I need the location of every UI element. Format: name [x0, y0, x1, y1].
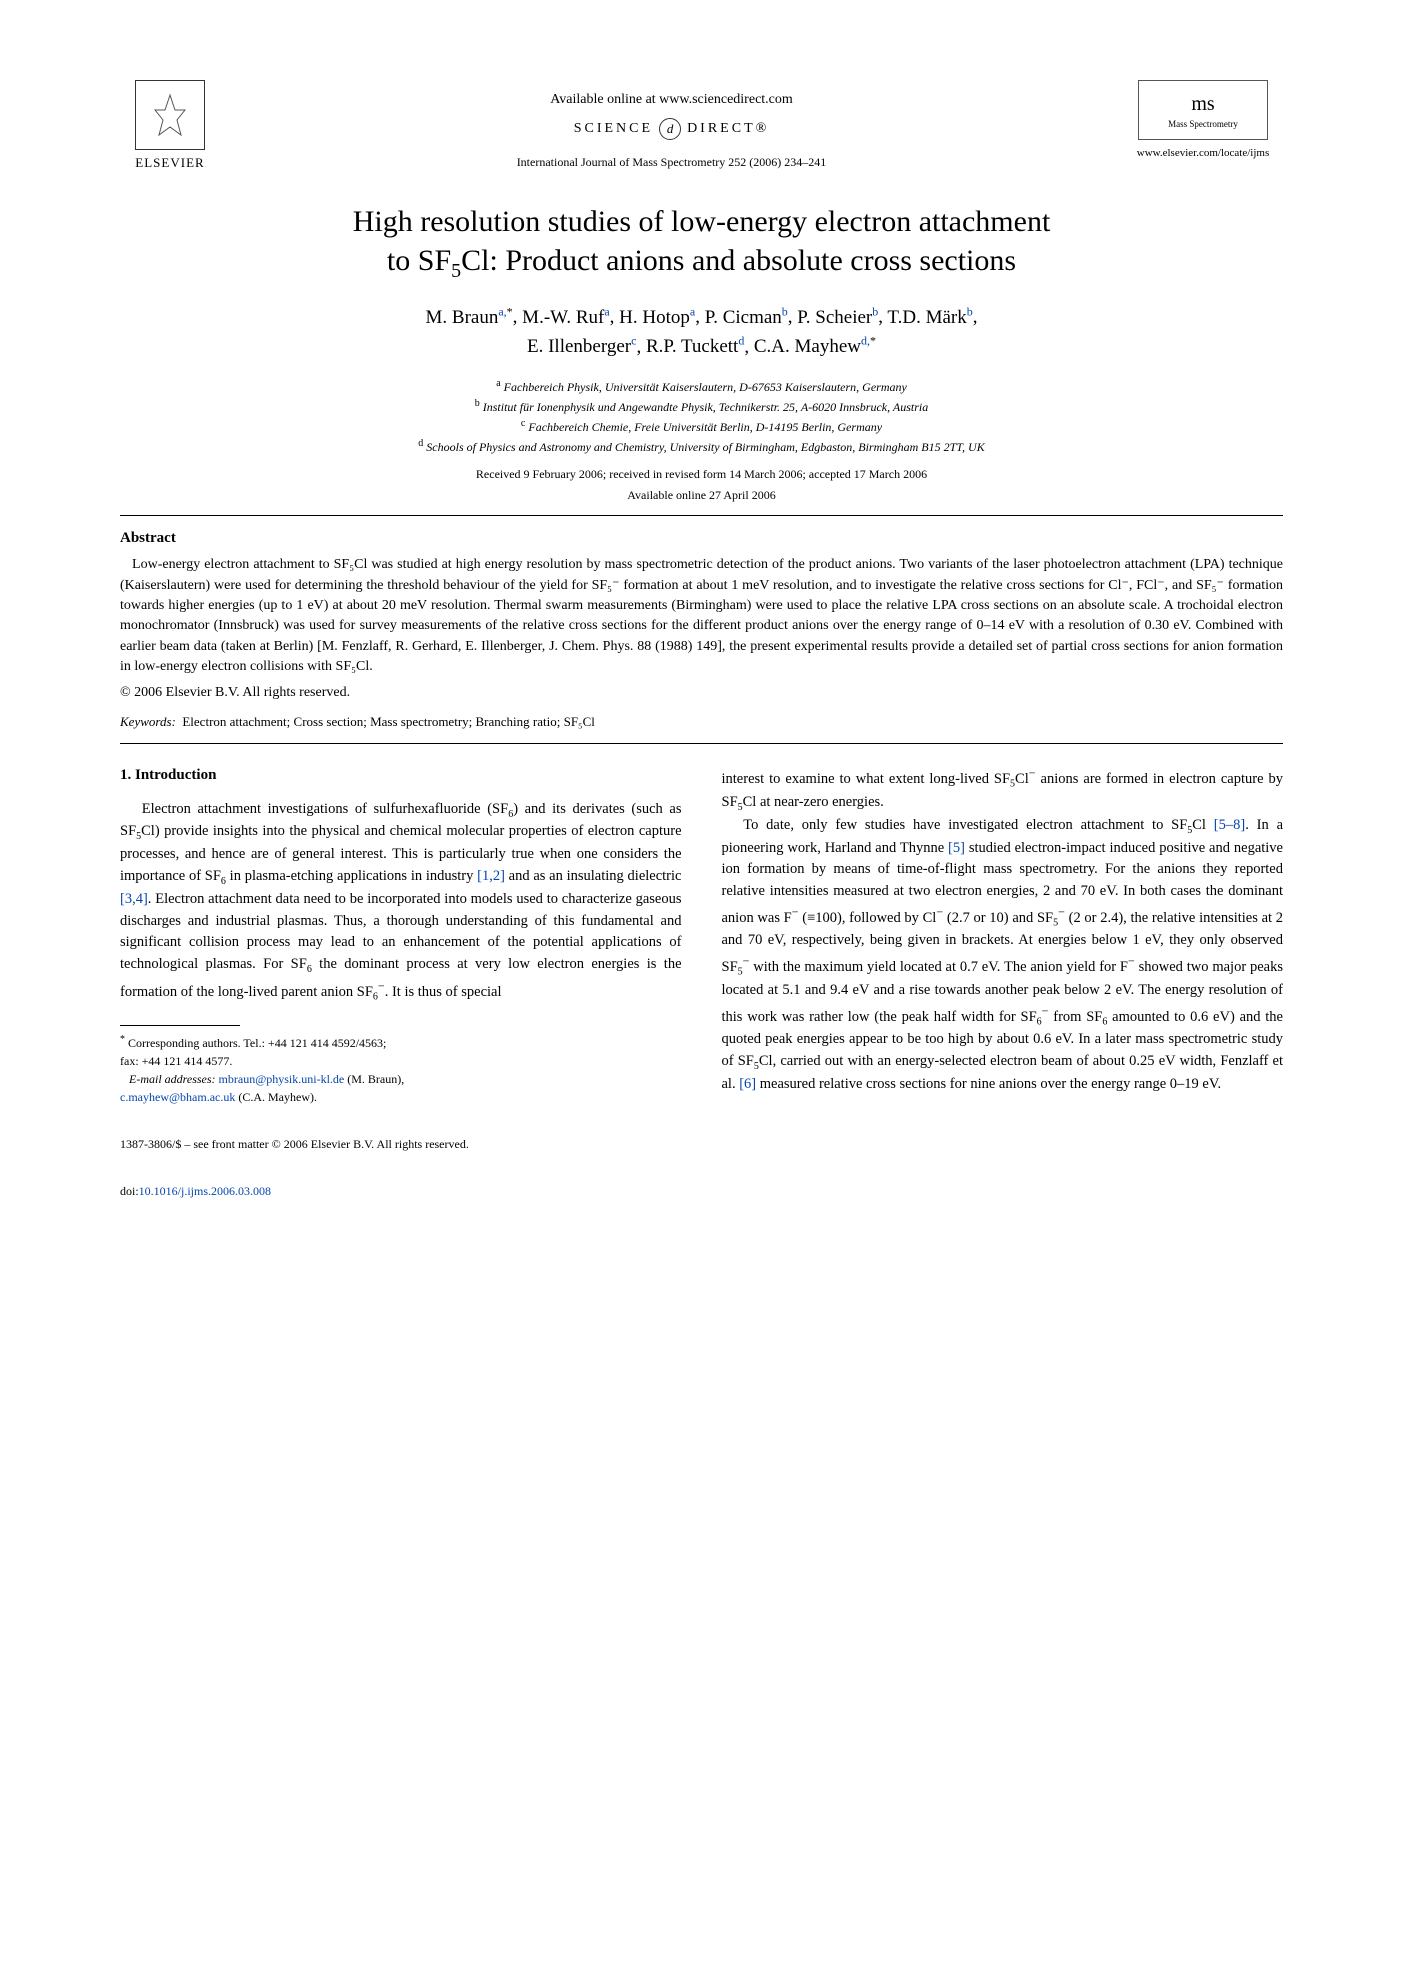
sd-left: SCIENCE: [574, 119, 653, 139]
ref-link[interactable]: [5–8]: [1214, 817, 1245, 833]
footnote-separator: [120, 1025, 240, 1026]
author: P. Scheierb: [797, 307, 878, 328]
title-line2b: Cl: Product anions and absolute cross se…: [461, 244, 1016, 277]
ref-link[interactable]: [5]: [948, 840, 965, 856]
affiliations: a Fachbereich Physik, Universität Kaiser…: [120, 376, 1283, 456]
affiliation-b: b Institut für Ionenphysik und Angewandt…: [120, 396, 1283, 416]
abstract-text: Low-energy electron attachment to SF₅Cl …: [120, 555, 1283, 677]
sd-right: DIRECT®: [687, 119, 769, 139]
publisher-logo-block: ELSEVIER: [120, 80, 220, 172]
corresponding-authors: * Corresponding authors. Tel.: +44 121 4…: [120, 1032, 682, 1052]
ms-logo-big: ms: [1191, 90, 1214, 118]
keywords-label: Keywords:: [120, 714, 176, 729]
right-p1: interest to examine to what extent long-…: [722, 764, 1284, 815]
keywords-line: Keywords: Electron attachment; Cross sec…: [120, 713, 1283, 731]
publisher-name: ELSEVIER: [135, 154, 204, 172]
author: R.P. Tuckettd: [646, 336, 744, 357]
sd-globe-icon: d: [659, 118, 681, 140]
body-columns: 1. Introduction Electron attachment inve…: [120, 764, 1283, 1106]
available-online-date: Available online 27 April 2006: [120, 487, 1283, 504]
affiliation-d: d Schools of Physics and Astronomy and C…: [120, 436, 1283, 456]
ref-link[interactable]: [3,4]: [120, 891, 148, 907]
ms-logo-small: Mass Spectrometry: [1168, 118, 1238, 131]
author: P. Cicmanb: [705, 307, 788, 328]
footnotes: * Corresponding authors. Tel.: +44 121 4…: [120, 1032, 682, 1106]
doi-line: doi:10.1016/j.ijms.2006.03.008: [120, 1183, 1283, 1200]
header-row: ELSEVIER Available online at www.science…: [120, 80, 1283, 172]
ref-link[interactable]: [1,2]: [477, 868, 505, 884]
title-line1: High resolution studies of low-energy el…: [353, 205, 1051, 238]
issn-line: 1387-3806/$ – see front matter © 2006 El…: [120, 1136, 1283, 1153]
email-link[interactable]: c.mayhew@bham.ac.uk: [120, 1090, 235, 1104]
elsevier-tree-icon: [135, 80, 205, 150]
journal-reference: International Journal of Mass Spectromet…: [220, 154, 1123, 171]
fax-line: fax: +44 121 414 4577.: [120, 1052, 682, 1070]
title-sub: 5: [451, 260, 461, 282]
abstract-label: Abstract: [120, 528, 1283, 549]
center-header: Available online at www.sciencedirect.co…: [220, 80, 1123, 170]
email-addresses: E-mail addresses: mbraun@physik.uni-kl.d…: [120, 1070, 682, 1088]
copyright-line: © 2006 Elsevier B.V. All rights reserved…: [120, 683, 1283, 703]
divider: [120, 743, 1283, 744]
email-link[interactable]: mbraun@physik.uni-kl.de: [219, 1072, 345, 1086]
author: H. Hotopa: [619, 307, 695, 328]
ref-link[interactable]: [6]: [739, 1076, 756, 1092]
doi-link[interactable]: 10.1016/j.ijms.2006.03.008: [139, 1184, 271, 1198]
author: M. Brauna,*: [426, 307, 513, 328]
journal-url[interactable]: www.elsevier.com/locate/ijms: [1137, 146, 1269, 161]
right-p2: To date, only few studies have investiga…: [722, 815, 1284, 1096]
affiliation-c: c Fachbereich Chemie, Freie Universität …: [120, 416, 1283, 436]
author: E. Illenbergerc: [527, 336, 636, 357]
divider: [120, 515, 1283, 516]
journal-logo-block: ms Mass Spectrometry www.elsevier.com/lo…: [1123, 80, 1283, 161]
author: C.A. Mayhewd,*: [754, 336, 876, 357]
authors-list: M. Brauna,*, M.-W. Rufa, H. Hotopa, P. C…: [120, 302, 1283, 362]
left-column: 1. Introduction Electron attachment inve…: [120, 764, 682, 1106]
author: M.-W. Rufa: [522, 307, 610, 328]
keywords-text: Electron attachment; Cross section; Mass…: [182, 714, 595, 729]
affiliation-a: a Fachbereich Physik, Universität Kaiser…: [120, 376, 1283, 396]
available-online-text: Available online at www.sciencedirect.co…: [220, 90, 1123, 110]
mass-spectrometry-logo: ms Mass Spectrometry: [1138, 80, 1268, 140]
right-column: interest to examine to what extent long-…: [722, 764, 1284, 1106]
email-line-2: c.mayhew@bham.ac.uk (C.A. Mayhew).: [120, 1088, 682, 1106]
section-1-heading: 1. Introduction: [120, 764, 682, 787]
title-line2a: to SF: [387, 244, 451, 277]
intro-paragraph-1: Electron attachment investigations of su…: [120, 799, 682, 1005]
received-dates: Received 9 February 2006; received in re…: [120, 466, 1283, 483]
author: T.D. Märkb: [887, 307, 972, 328]
sciencedirect-logo: SCIENCE d DIRECT®: [220, 118, 1123, 140]
article-title: High resolution studies of low-energy el…: [120, 202, 1283, 284]
